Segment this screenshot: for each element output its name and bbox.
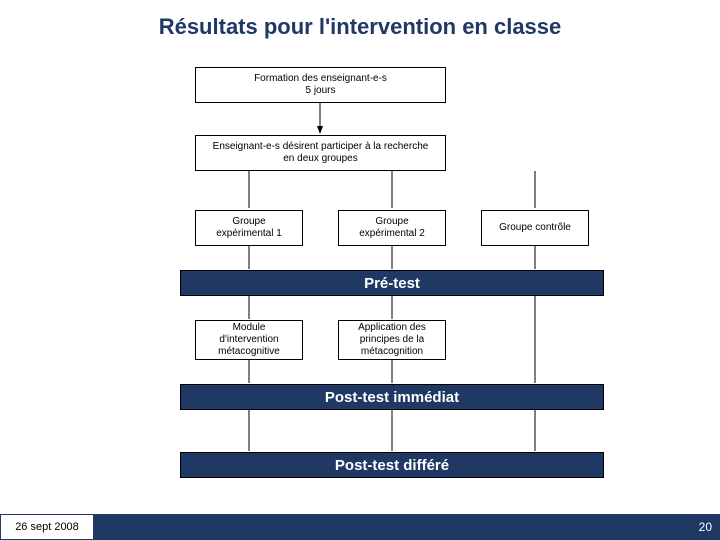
node-group-3: Groupe contrôle xyxy=(481,210,589,246)
text: en deux groupes xyxy=(283,153,358,165)
band-postdiff: Post-test différé xyxy=(180,452,604,478)
node-intervention-2: Application des principes de la métacogn… xyxy=(338,320,446,360)
label: Pré-test xyxy=(364,275,420,292)
label: Post-test immédiat xyxy=(325,389,459,406)
text: Groupe xyxy=(232,216,265,228)
text: Application des xyxy=(358,322,426,334)
text: métacognition xyxy=(361,346,423,358)
footer-bar xyxy=(94,514,720,540)
text: Module xyxy=(233,322,266,334)
text: Groupe contrôle xyxy=(499,222,571,234)
footer-page: 20 xyxy=(699,514,712,540)
text: Enseignant-e-s désirent participer à la … xyxy=(213,141,429,153)
text: 5 jours xyxy=(305,85,335,97)
label: Post-test différé xyxy=(335,457,449,474)
text: principes de la xyxy=(360,334,424,346)
band-pretest: Pré-test xyxy=(180,270,604,296)
text: d'intervention xyxy=(219,334,278,346)
node-group-2: Groupe expérimental 2 xyxy=(338,210,446,246)
footer-date: 26 sept 2008 xyxy=(0,514,94,540)
node-group-1: Groupe expérimental 1 xyxy=(195,210,303,246)
text: Groupe xyxy=(375,216,408,228)
text: expérimental 2 xyxy=(359,228,425,240)
text: métacognitive xyxy=(218,346,280,358)
page-title: Résultats pour l'intervention en classe xyxy=(0,0,720,40)
text: Formation des enseignant-e-s xyxy=(254,73,387,85)
band-postimm: Post-test immédiat xyxy=(180,384,604,410)
node-split: Enseignant-e-s désirent participer à la … xyxy=(195,135,446,171)
node-formation: Formation des enseignant-e-s 5 jours xyxy=(195,67,446,103)
text: expérimental 1 xyxy=(216,228,282,240)
node-intervention-1: Module d'intervention métacognitive xyxy=(195,320,303,360)
footer: 26 sept 2008 20 xyxy=(0,514,720,540)
